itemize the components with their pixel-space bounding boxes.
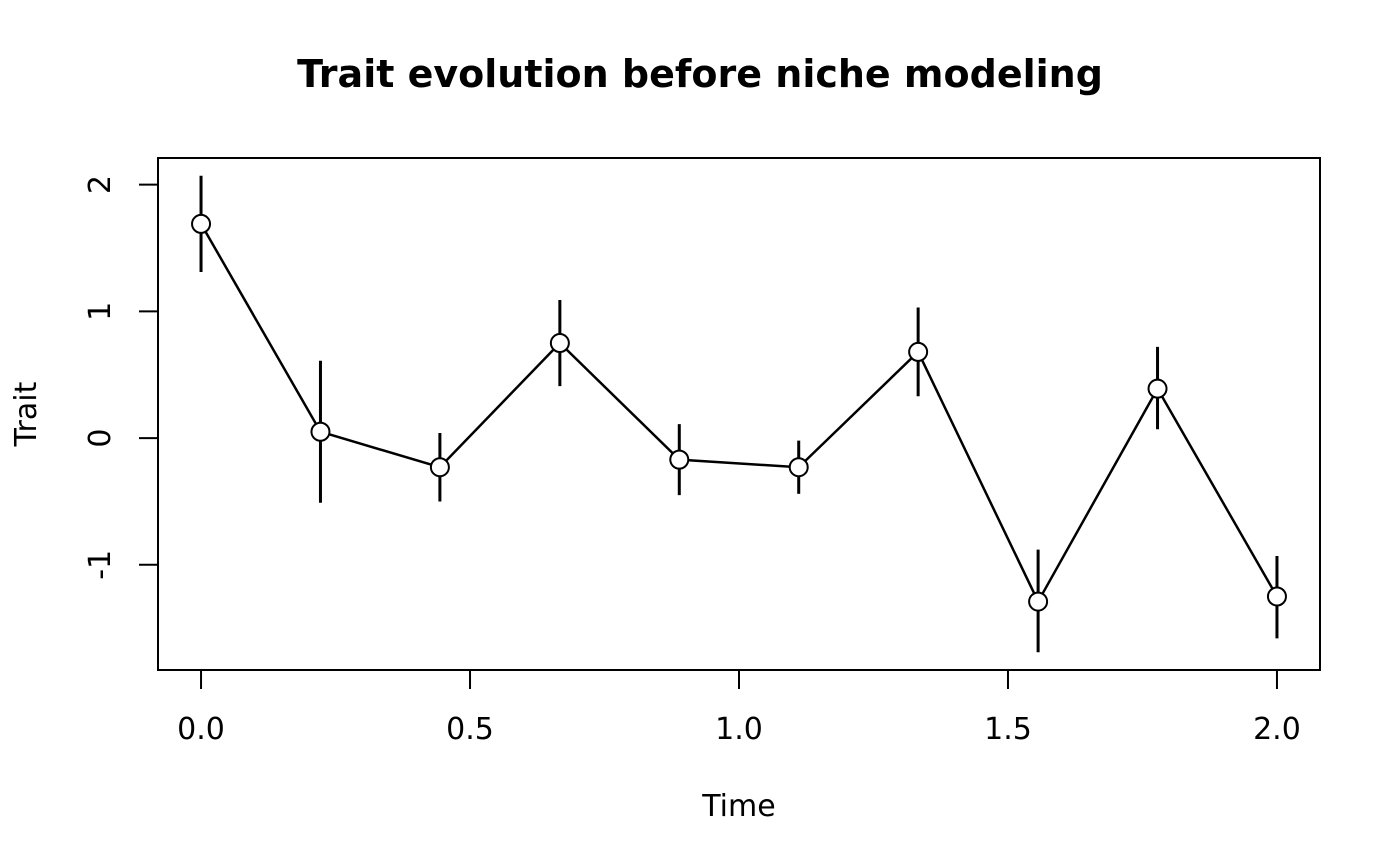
y-axis: -1 0 1 2 — [83, 175, 159, 580]
x-tick-label: 1.0 — [715, 712, 763, 747]
x-tick-label: 1.5 — [984, 712, 1032, 747]
data-point — [310, 421, 331, 442]
series-line-group — [199, 223, 1279, 605]
x-tick-label: 0.0 — [177, 712, 225, 747]
y-tick-label: 2 — [83, 175, 118, 194]
x-axis-label: Time — [701, 789, 775, 824]
y-tick-label: 0 — [83, 429, 118, 448]
x-tick-label: 2.0 — [1253, 712, 1301, 747]
y-tick-label: 1 — [83, 302, 118, 321]
x-tick-label: 0.5 — [446, 712, 494, 747]
data-point — [1147, 378, 1168, 399]
data-point — [191, 213, 212, 234]
data-point — [908, 341, 929, 362]
x-axis: 0.0 0.5 1.0 1.5 2.0 — [177, 669, 1301, 747]
data-point — [1028, 591, 1049, 612]
plot-frame — [157, 157, 1321, 671]
data-point — [549, 333, 570, 354]
error-bars — [199, 175, 1279, 653]
series-line — [199, 223, 1279, 605]
data-point — [1266, 586, 1287, 607]
data-point — [669, 449, 690, 470]
data-point — [788, 457, 809, 478]
y-axis-label: Trait — [9, 381, 44, 447]
y-tick-label: -1 — [83, 550, 118, 580]
chart-title: Trait evolution before niche modeling — [297, 52, 1103, 96]
markers — [191, 213, 1287, 612]
data-point — [429, 457, 450, 478]
